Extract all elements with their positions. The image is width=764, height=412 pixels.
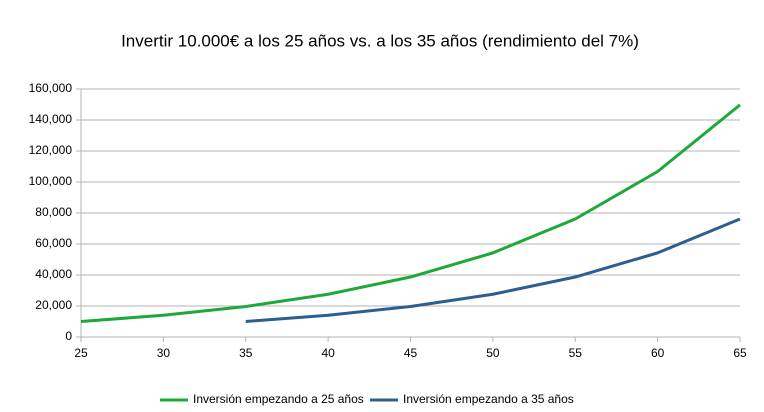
y-tick-label: 80,000	[35, 205, 72, 219]
y-tick-label: 20,000	[35, 298, 72, 312]
y-tick-label: 60,000	[35, 236, 72, 250]
data-line	[80, 103, 741, 323]
x-tick-label: 40	[321, 346, 335, 360]
x-tick-label: 30	[157, 346, 171, 360]
x-tick-label: 50	[486, 346, 500, 360]
y-tick-label: 100,000	[29, 174, 73, 188]
legend-label: Inversión empezando a 25 años	[193, 392, 364, 406]
x-tick-label: 60	[651, 346, 665, 360]
x-tick-label: 65	[733, 346, 747, 360]
x-tick-label: 35	[239, 346, 253, 360]
y-tick-label: 0	[65, 329, 72, 343]
chart-title: Invertir 10.000€ a los 25 años vs. a los…	[121, 31, 639, 50]
y-tick-label: 120,000	[29, 143, 73, 157]
y-tick-label: 140,000	[29, 112, 73, 126]
legend-label: Inversión empezando a 35 años	[403, 392, 574, 406]
data-line	[245, 217, 741, 323]
y-tick-label: 40,000	[35, 267, 72, 281]
y-tick-label: 160,000	[29, 81, 73, 95]
x-tick-label: 25	[74, 346, 88, 360]
x-tick-label: 55	[569, 346, 583, 360]
x-tick-label: 45	[404, 346, 418, 360]
